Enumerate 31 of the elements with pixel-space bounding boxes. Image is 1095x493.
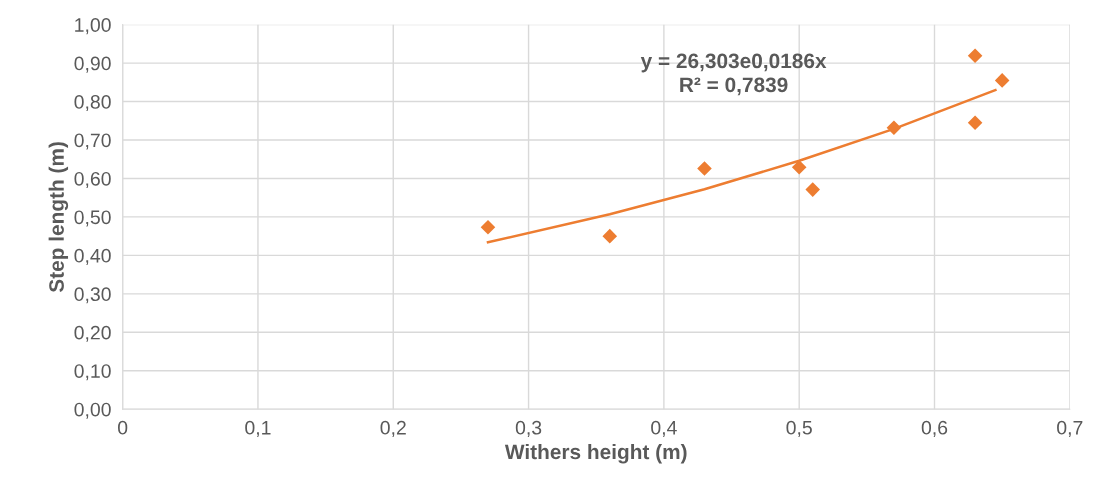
annotation: y = 26,303e0,0186x R² = 0,7839	[640, 53, 827, 96]
point	[697, 161, 712, 176]
point	[602, 228, 618, 244]
x-tick-label: 0,4	[651, 420, 677, 437]
point	[805, 182, 821, 197]
y-tick-label: 0,00	[74, 402, 111, 419]
y-tick-label: 0,10	[74, 364, 111, 381]
x-tick-label: 0,3	[515, 420, 542, 437]
y-tick-label: 0,60	[74, 171, 111, 188]
y-tick-label: 0,30	[74, 287, 111, 304]
x-tick-label: 0,6	[921, 420, 948, 437]
point	[994, 73, 1010, 88]
point	[480, 220, 496, 235]
y-tick-label: 0,40	[74, 248, 111, 265]
x-axis-title: Withers height (m)	[504, 443, 687, 464]
y-tick-label: 0,80	[74, 95, 111, 112]
point	[886, 120, 902, 135]
point	[967, 48, 983, 64]
x-tick-label: 0,2	[380, 420, 406, 437]
y-tick-label: 0,20	[74, 325, 111, 342]
y-tick-label: 0,90	[74, 56, 111, 73]
point	[967, 115, 983, 130]
y-tick-label: 0,50	[74, 210, 111, 227]
x-tick-label: 0	[117, 420, 128, 435]
x-tick-label: 0,7	[1057, 420, 1083, 437]
x-tick-label: 0,5	[786, 420, 812, 437]
y-axis-title: Step length (m)	[48, 142, 69, 293]
x-tick-label: 0,1	[245, 420, 271, 437]
y-tick-label: 0,70	[74, 133, 111, 150]
point	[791, 160, 807, 175]
y-tick-label: 1,00	[75, 18, 111, 35]
